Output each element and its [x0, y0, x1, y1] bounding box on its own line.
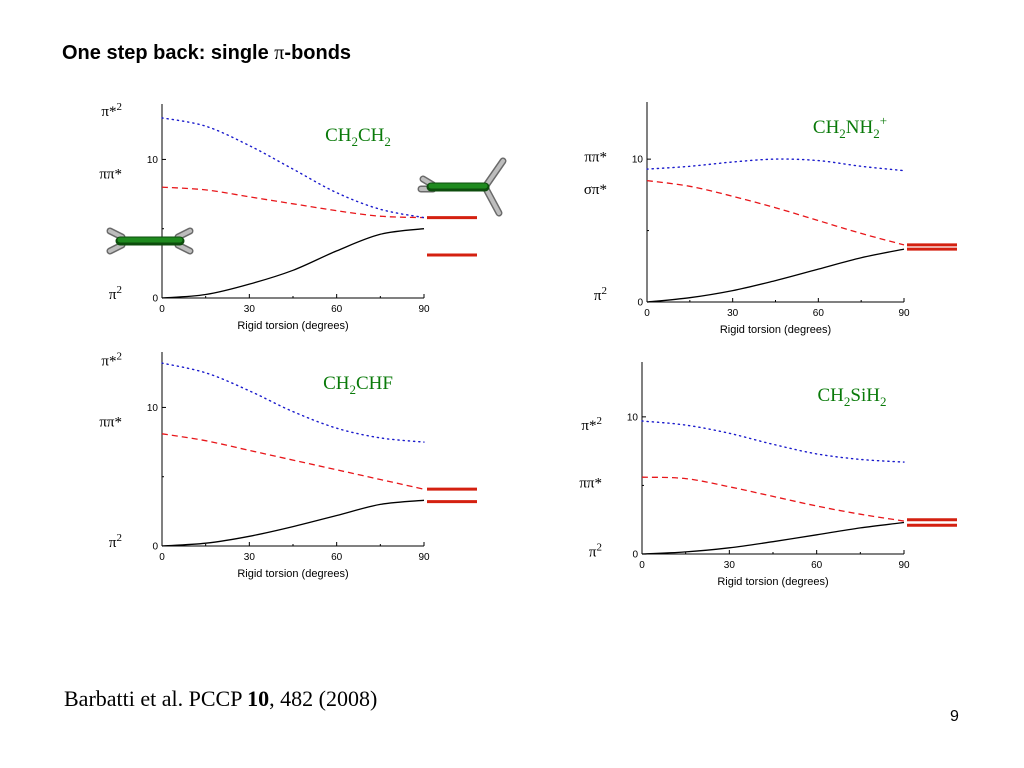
series-line-pipi-star	[641, 476, 905, 522]
y-tick-label: 10	[632, 155, 644, 166]
series-line-pi2	[646, 248, 905, 303]
series-line-pipi-star	[646, 179, 905, 246]
y-tick-label: 0	[637, 298, 643, 309]
hydrogen-bond-highlight	[176, 229, 192, 239]
hydrogen-bond-highlight	[108, 243, 124, 253]
state-label: ππ*	[99, 166, 122, 182]
x-tick-label: 0	[639, 560, 645, 571]
state-label: ππ*	[584, 149, 607, 165]
citation-volume: 10	[247, 686, 270, 711]
citation-suffix: , 482 (2008)	[269, 686, 378, 711]
hydrogen-bond-highlight	[483, 159, 505, 189]
series-line-pi-star2	[641, 420, 905, 463]
chart-panel-1: 0 30 60 90 0 10 Rigid torsion (degrees) ππ* σπ* π…	[584, 102, 957, 336]
molecule-twisted-0	[417, 157, 507, 217]
series-line-pi-star2	[161, 117, 425, 219]
molecule-label: CH2CHF	[323, 373, 393, 397]
state-label: π*2	[101, 350, 122, 369]
series-line-pi-star2	[161, 362, 425, 443]
series-line-pipi-star	[161, 186, 425, 219]
state-label: π*2	[581, 415, 602, 434]
x-tick-label: 60	[331, 552, 343, 563]
state-label: π2	[109, 532, 122, 551]
series-line-pi2	[641, 521, 905, 555]
series-line-pipi-star	[161, 433, 425, 490]
x-tick-label: 0	[159, 552, 165, 563]
y-tick-label: 10	[147, 155, 159, 166]
series-line-pi2	[161, 228, 425, 299]
title-pi-symbol: π	[274, 42, 285, 64]
series-line-pi-star2	[646, 158, 905, 172]
state-label: ππ*	[579, 476, 602, 492]
series-line-pi2	[161, 499, 425, 547]
x-axis-label: Rigid torsion (degrees)	[720, 324, 831, 336]
x-axis-label: Rigid torsion (degrees)	[237, 568, 348, 580]
state-label: π2	[109, 284, 122, 303]
x-tick-label: 30	[244, 304, 256, 315]
state-label: π2	[594, 285, 607, 304]
state-label: σπ*	[584, 182, 607, 198]
x-axis-label: Rigid torsion (degrees)	[237, 320, 348, 332]
molecule-label: CH2CH2	[325, 125, 391, 149]
x-tick-label: 30	[244, 552, 256, 563]
title-prefix: One step back: single	[62, 42, 275, 64]
x-tick-label: 60	[813, 308, 825, 319]
x-tick-label: 0	[644, 308, 650, 319]
hydrogen-bond-highlight	[108, 229, 124, 239]
x-tick-label: 90	[418, 552, 430, 563]
chart-panel-0: 0 30 60 90 0 10 Rigid torsion (degrees) π*2 ππ* π…	[99, 101, 477, 332]
x-tick-label: 60	[331, 304, 343, 315]
state-label: π*2	[101, 101, 122, 120]
hydrogen-bond-highlight	[483, 185, 501, 215]
x-tick-label: 30	[724, 560, 736, 571]
x-tick-label: 90	[898, 308, 910, 319]
y-tick-label: 0	[152, 294, 158, 305]
x-tick-label: 30	[727, 308, 739, 319]
y-tick-label: 10	[627, 412, 639, 423]
x-tick-label: 60	[811, 560, 823, 571]
hydrogen-bond-highlight	[176, 243, 192, 253]
page-number: 9	[950, 708, 959, 725]
x-tick-label: 0	[159, 304, 165, 315]
slide-title: One step back: single π-bonds	[62, 42, 351, 65]
x-tick-label: 90	[898, 560, 910, 571]
molecule-label: CH2NH2+	[813, 113, 887, 141]
chart-panel-2: 0 30 60 90 0 10 Rigid torsion (degrees) π*2 ππ* π…	[99, 350, 477, 580]
y-tick-label: 0	[632, 550, 638, 561]
title-suffix: -bonds	[284, 42, 352, 64]
x-tick-label: 90	[418, 304, 430, 315]
y-tick-label: 10	[147, 403, 159, 414]
molecule-label: CH2SiH2	[818, 385, 887, 409]
citation-prefix: Barbatti et al. PCCP	[64, 686, 248, 711]
chart-panel-3: 0 30 60 90 0 10 Rigid torsion (degrees) π*2 ππ* π…	[579, 362, 957, 588]
citation: Barbatti et al. PCCP 10, 482 (2008)	[64, 686, 377, 712]
x-axis-label: Rigid torsion (degrees)	[717, 576, 828, 588]
y-tick-label: 0	[152, 542, 158, 553]
state-label: π2	[589, 541, 602, 560]
state-label: ππ*	[99, 414, 122, 430]
molecule-planar-0	[106, 227, 194, 255]
